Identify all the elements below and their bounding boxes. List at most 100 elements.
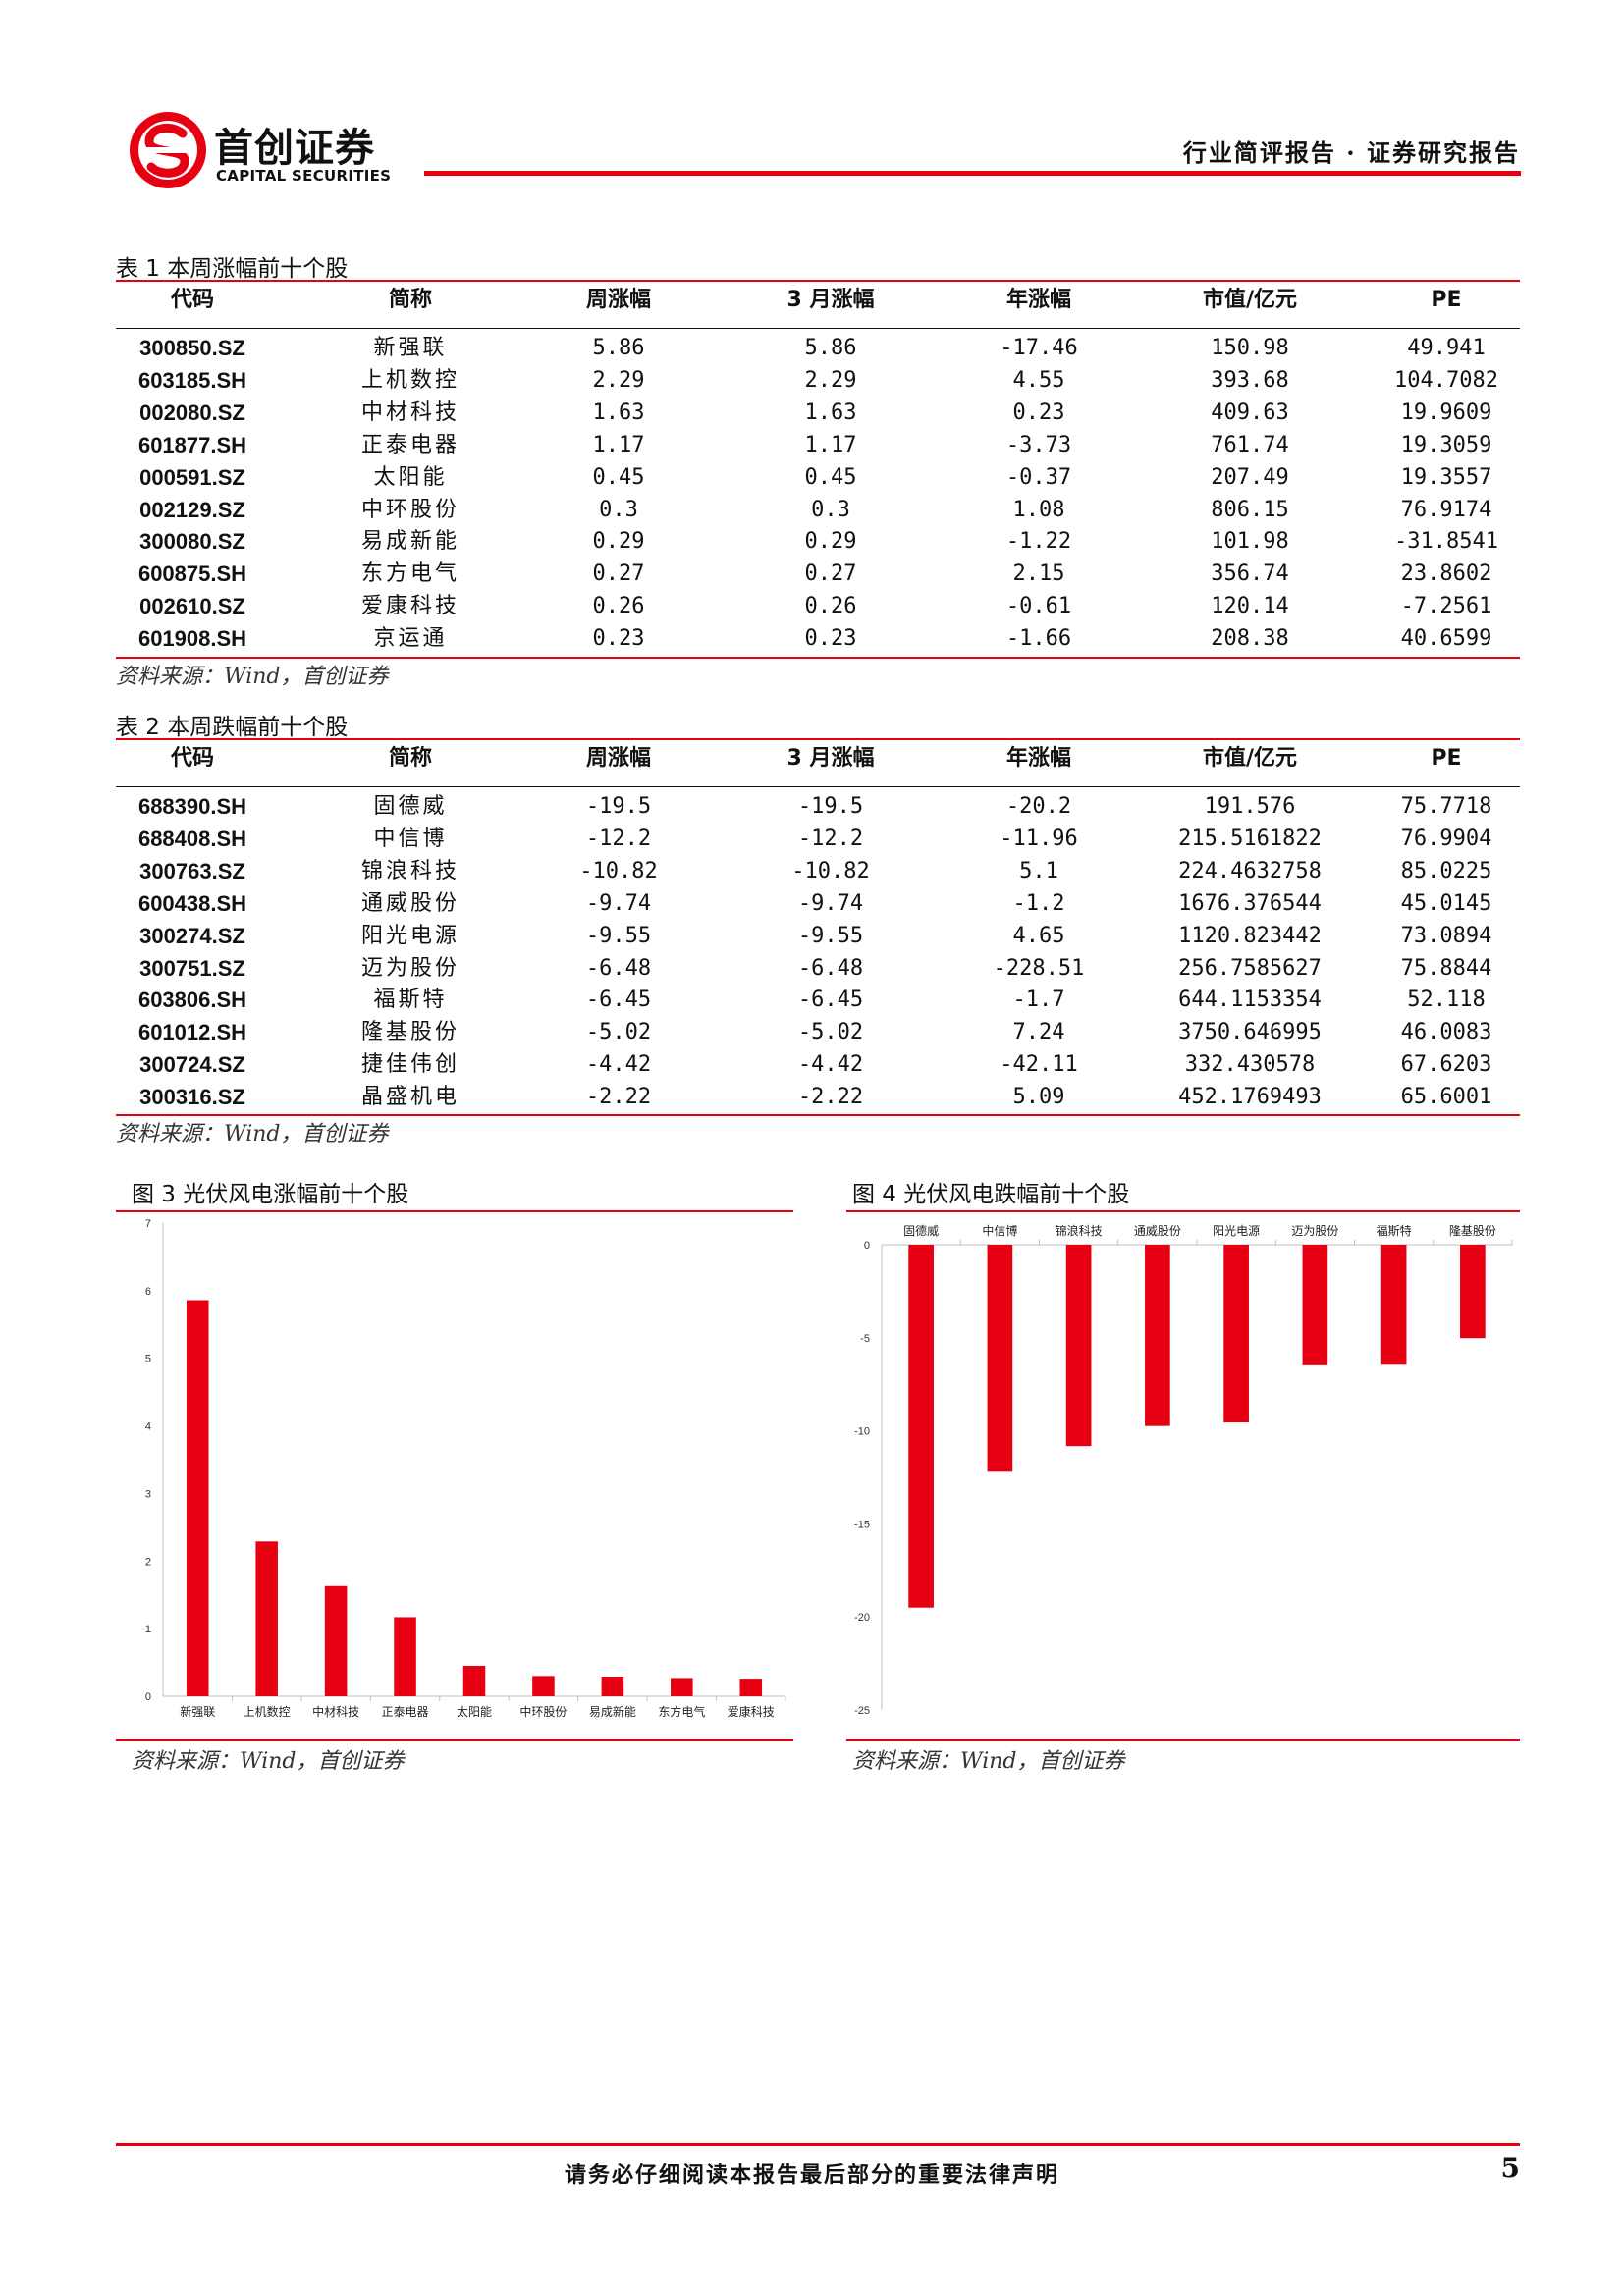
cell-code: 300763.SZ bbox=[139, 858, 245, 883]
cell-code: 300724.SZ bbox=[139, 1052, 245, 1078]
table-row: 002129.SZ 中环股份 0.3 0.3 1.08 806.15 76.9174 bbox=[116, 494, 1520, 526]
cell-code: 601877.SH bbox=[137, 432, 247, 457]
cell-code: 601012.SH bbox=[137, 1020, 247, 1045]
cell-pe: 49.941 bbox=[1407, 336, 1486, 360]
cell-weekly-change: -2.22 bbox=[585, 1085, 652, 1110]
cell-code: 603185.SH bbox=[137, 367, 247, 393]
legal-notice: 请务必仔细阅读本报告最后部分的重要法律声明 bbox=[564, 2163, 1059, 2188]
cell-market-cap: 806.15 bbox=[1211, 497, 1289, 522]
cell-three-month-change: 0.3 bbox=[811, 497, 850, 522]
cell-market-cap: 332.430578 bbox=[1184, 1052, 1316, 1078]
table-row: 601877.SH 正泰电器 1.17 1.17 -3.73 761.74 19.3059 bbox=[116, 429, 1520, 461]
cell-name: 中环股份 bbox=[360, 497, 460, 522]
cell-market-cap: 3750.646995 bbox=[1178, 1020, 1322, 1045]
table-row: 600875.SH 东方电气 0.27 0.27 2.15 356.74 23.8602 bbox=[116, 558, 1520, 590]
cell-three-month-change: -6.48 bbox=[797, 955, 864, 981]
category-label: 通威股份 bbox=[1134, 1224, 1181, 1238]
cell-market-cap: 120.14 bbox=[1211, 594, 1289, 619]
cell-market-cap: 761.74 bbox=[1211, 432, 1289, 457]
figure4-bottom-rule bbox=[846, 1739, 1520, 1741]
cell-pe: 19.9609 bbox=[1400, 400, 1492, 425]
cell-market-cap: 191.576 bbox=[1204, 794, 1296, 819]
cell-code: 603806.SH bbox=[137, 988, 247, 1013]
header-code: 代码 bbox=[170, 746, 215, 771]
category-label: 易成新能 bbox=[589, 1704, 636, 1719]
cell-pe: 75.8844 bbox=[1400, 955, 1492, 981]
cell-pe: 19.3059 bbox=[1400, 432, 1492, 457]
cell-pe: 104.7082 bbox=[1394, 367, 1498, 393]
cell-market-cap: 150.98 bbox=[1211, 336, 1289, 360]
cell-weekly-change: 0.26 bbox=[592, 594, 645, 619]
table1-source: 资料来源：Wind，首创证券 bbox=[116, 665, 389, 689]
cell-code: 600875.SH bbox=[137, 561, 247, 587]
cell-name: 爱康科技 bbox=[360, 594, 460, 619]
cell-pe: 75.7718 bbox=[1400, 794, 1492, 819]
figure4-source: 资料来源：Wind，首创证券 bbox=[852, 1749, 1125, 1774]
table2-header-row: 代码 简称 周涨幅 3 月涨幅 年涨幅 市值/亿元 PE bbox=[116, 742, 1520, 774]
cell-pe: -7.2561 bbox=[1400, 594, 1492, 619]
cell-code: 300850.SZ bbox=[139, 336, 245, 360]
cell-market-cap: 215.5161822 bbox=[1178, 826, 1322, 851]
cell-pe: 23.8602 bbox=[1400, 561, 1492, 587]
y-tick-label: 7 bbox=[145, 1218, 151, 1230]
cell-three-month-change: 0.23 bbox=[804, 626, 857, 652]
table1-header-row: 代码 简称 周涨幅 3 月涨幅 年涨幅 市值/亿元 PE bbox=[116, 284, 1520, 316]
cell-three-month-change: -19.5 bbox=[797, 794, 864, 819]
cell-code: 300274.SZ bbox=[139, 923, 245, 948]
cell-weekly-change: -4.42 bbox=[585, 1052, 652, 1078]
category-label: 上机数控 bbox=[244, 1704, 291, 1719]
cell-pe: 76.9904 bbox=[1400, 826, 1492, 851]
category-label: 中材科技 bbox=[312, 1704, 359, 1719]
cell-ytd-change: -17.46 bbox=[1000, 336, 1078, 360]
cell-weekly-change: -6.48 bbox=[585, 955, 652, 981]
cell-ytd-change: 5.09 bbox=[1012, 1085, 1065, 1110]
cell-code: 002080.SZ bbox=[139, 400, 245, 425]
y-tick-label: -15 bbox=[854, 1519, 870, 1530]
cell-weekly-change: -9.74 bbox=[585, 890, 652, 916]
capital-securities-logo-icon bbox=[130, 112, 206, 188]
bar bbox=[255, 1541, 278, 1696]
cell-weekly-change: 0.23 bbox=[592, 626, 645, 652]
bar bbox=[739, 1679, 763, 1696]
cell-name: 易成新能 bbox=[360, 529, 460, 555]
table1-top-rule bbox=[116, 280, 1520, 282]
cell-name: 福斯特 bbox=[373, 988, 448, 1013]
figure3-bottom-rule bbox=[116, 1739, 793, 1741]
category-label: 中信博 bbox=[982, 1223, 1017, 1238]
cell-weekly-change: 0.3 bbox=[599, 497, 638, 522]
bar bbox=[1145, 1245, 1170, 1426]
category-label: 迈为股份 bbox=[1291, 1224, 1338, 1238]
cell-ytd-change: -0.37 bbox=[1005, 464, 1072, 490]
category-label: 新强联 bbox=[180, 1704, 215, 1719]
header-name: 简称 bbox=[388, 288, 433, 312]
logo-english-text: CAPITAL SECURITIES bbox=[216, 167, 392, 185]
bar bbox=[1302, 1245, 1328, 1365]
table-row: 688408.SH 中信博 -12.2 -12.2 -11.96 215.5161822 7… bbox=[116, 823, 1520, 855]
bar bbox=[1065, 1245, 1092, 1447]
category-label: 隆基股份 bbox=[1449, 1223, 1496, 1238]
cell-name: 迈为股份 bbox=[360, 955, 460, 981]
table-row: 300850.SZ 新强联 5.86 5.86 -17.46 150.98 49.941 bbox=[116, 332, 1520, 364]
cell-three-month-change: 0.26 bbox=[804, 594, 857, 619]
table-row: 002610.SZ 爱康科技 0.26 0.26 -0.61 120.14 -7.2561 bbox=[116, 590, 1520, 622]
cell-weekly-change: 0.27 bbox=[592, 561, 645, 587]
category-label: 东方电气 bbox=[658, 1704, 705, 1719]
cell-ytd-change: -0.61 bbox=[1005, 594, 1072, 619]
figure4-top-rule bbox=[846, 1210, 1520, 1212]
cell-pe: 85.0225 bbox=[1400, 858, 1492, 883]
cell-name: 上机数控 bbox=[360, 367, 460, 393]
cell-market-cap: 101.98 bbox=[1211, 529, 1289, 555]
cell-market-cap: 393.68 bbox=[1211, 367, 1289, 393]
cell-market-cap: 224.4632758 bbox=[1178, 858, 1322, 883]
table2-source: 资料来源：Wind，首创证券 bbox=[116, 1122, 389, 1147]
cell-ytd-change: -1.2 bbox=[1012, 890, 1065, 916]
cell-ytd-change: -1.66 bbox=[1005, 626, 1072, 652]
cell-name: 捷佳伟创 bbox=[360, 1052, 460, 1078]
bar bbox=[1380, 1245, 1407, 1365]
cell-three-month-change: -9.55 bbox=[797, 923, 864, 948]
figure3-source: 资料来源：Wind，首创证券 bbox=[132, 1749, 405, 1774]
cell-weekly-change: 2.29 bbox=[592, 367, 645, 393]
table-row: 000591.SZ 太阳能 0.45 0.45 -0.37 207.49 19.3557 bbox=[116, 461, 1520, 494]
header-weekly-change: 周涨幅 bbox=[585, 288, 652, 312]
header-ytd-change: 年涨幅 bbox=[1005, 746, 1072, 771]
